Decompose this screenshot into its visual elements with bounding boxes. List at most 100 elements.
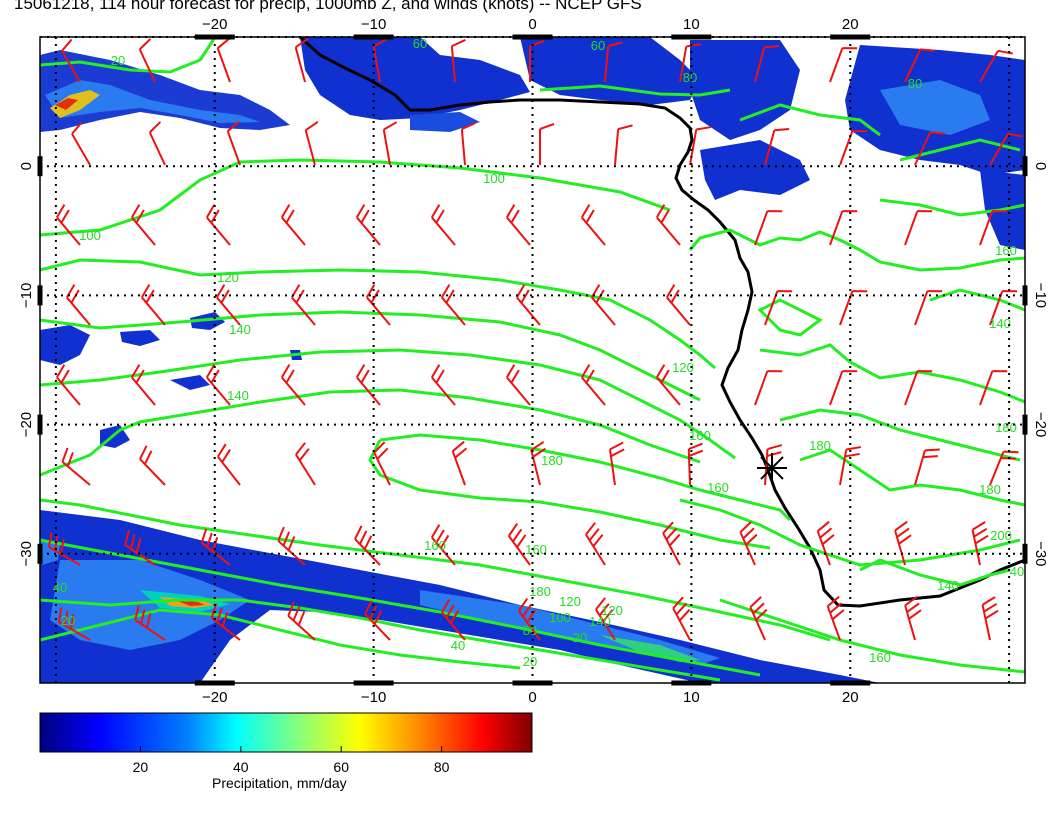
contour-label: 80 — [683, 70, 697, 85]
barb-shaft — [829, 47, 844, 83]
lon-tick-label-top: −20 — [202, 16, 227, 33]
barb-flag — [139, 445, 148, 460]
barb-flag — [451, 39, 466, 48]
wind-barb — [65, 284, 91, 326]
barb-flag — [532, 447, 546, 458]
page-title: 15061218, 114 hour forecast for precip, … — [14, 0, 642, 13]
barb-flag — [1007, 132, 1023, 138]
barb-flag — [767, 370, 783, 373]
barb-shaft — [506, 376, 531, 406]
barb-flag — [686, 43, 702, 48]
barb-flag — [831, 609, 845, 621]
barb-flag — [745, 533, 758, 546]
wind-barb — [764, 128, 790, 166]
barb-flag — [135, 538, 142, 553]
wind-barb — [754, 45, 780, 83]
wind-barb — [295, 442, 316, 486]
barb-flag — [55, 204, 66, 218]
lon-tick-label-top: 20 — [842, 16, 859, 33]
wind-barb — [294, 37, 309, 83]
barb-flag — [445, 604, 455, 619]
barb-shaft — [131, 376, 156, 406]
colorbar-tick-label: 60 — [333, 759, 349, 775]
barb-flag — [355, 204, 366, 218]
barb-flag — [445, 289, 455, 304]
barb-flag — [688, 442, 703, 450]
wind-barb — [614, 124, 633, 166]
barb-flag — [430, 524, 441, 538]
contour-label: 120 — [217, 270, 239, 285]
barb-shaft — [979, 50, 999, 83]
contour-label: 160 — [995, 243, 1017, 258]
wind-barb — [608, 441, 625, 486]
contour-label: 160 — [689, 428, 711, 443]
wind-barb — [205, 364, 231, 406]
barb-flag — [124, 530, 130, 546]
barb-shaft — [839, 449, 848, 486]
barb-flag — [354, 525, 363, 540]
barb-flag — [917, 370, 933, 373]
wind-barb — [71, 121, 91, 166]
barb-flag — [983, 602, 998, 613]
wind-barb — [914, 448, 940, 486]
barb-flag — [819, 527, 833, 539]
barb-shaft — [304, 129, 316, 166]
wind-barb — [148, 121, 166, 166]
contour-label: 120 — [672, 360, 694, 375]
wind-barb — [904, 48, 936, 83]
wind-barb — [914, 290, 943, 326]
contour-label: 180 — [541, 453, 563, 468]
wind-barb — [355, 204, 381, 246]
barb-flag — [607, 41, 623, 48]
contour-label: 140 — [229, 322, 251, 337]
barb-flag — [844, 452, 860, 458]
contour-label: 20 — [523, 654, 537, 669]
contour-label: 140 — [589, 614, 611, 629]
wind-barb — [662, 521, 681, 566]
barb-flag — [439, 534, 450, 549]
barb-flag — [894, 520, 908, 532]
barb-flag — [675, 602, 688, 616]
contour-label: 40 — [1010, 564, 1024, 579]
contour-label: 180 — [529, 584, 551, 599]
barb-flag — [60, 209, 70, 224]
barb-flag — [210, 369, 220, 384]
barb-flag — [435, 369, 445, 384]
barb-flag — [927, 290, 943, 293]
barb-shaft — [604, 46, 610, 83]
wind-barb — [287, 601, 316, 641]
barb-flag — [298, 448, 310, 462]
barb-flag — [510, 209, 520, 224]
barb-flag — [373, 38, 388, 48]
barb-shaft — [516, 296, 541, 326]
wind-barb — [365, 284, 391, 326]
colorbar-label: Precipitation, mm/day — [212, 775, 347, 791]
barb-shaft — [148, 131, 166, 166]
wind-barb — [304, 120, 319, 166]
wind-barb — [989, 290, 1018, 326]
barb-flag — [688, 449, 704, 457]
wind-barb — [979, 49, 1013, 83]
barb-flag — [904, 595, 918, 607]
barb-flag — [609, 441, 624, 451]
wind-barb — [430, 524, 456, 566]
contour-label: 40 — [53, 580, 67, 595]
wind-barb — [280, 364, 306, 406]
barb-flag — [440, 599, 451, 613]
wind-barb — [989, 132, 1023, 166]
wind-barb — [440, 284, 466, 326]
barb-flag — [665, 284, 676, 298]
barb-shaft — [614, 129, 620, 166]
barb-flag — [670, 289, 680, 304]
barb-flag — [973, 527, 988, 538]
barb-flag — [655, 364, 666, 378]
barb-flag — [1003, 450, 1019, 454]
contour-label: 80 — [908, 76, 922, 91]
barb-flag — [739, 521, 752, 533]
wind-barb — [829, 210, 858, 246]
barb-flag — [134, 605, 140, 621]
barb-flag — [295, 37, 309, 49]
wind-barb — [460, 122, 476, 166]
barb-shaft — [372, 46, 381, 83]
